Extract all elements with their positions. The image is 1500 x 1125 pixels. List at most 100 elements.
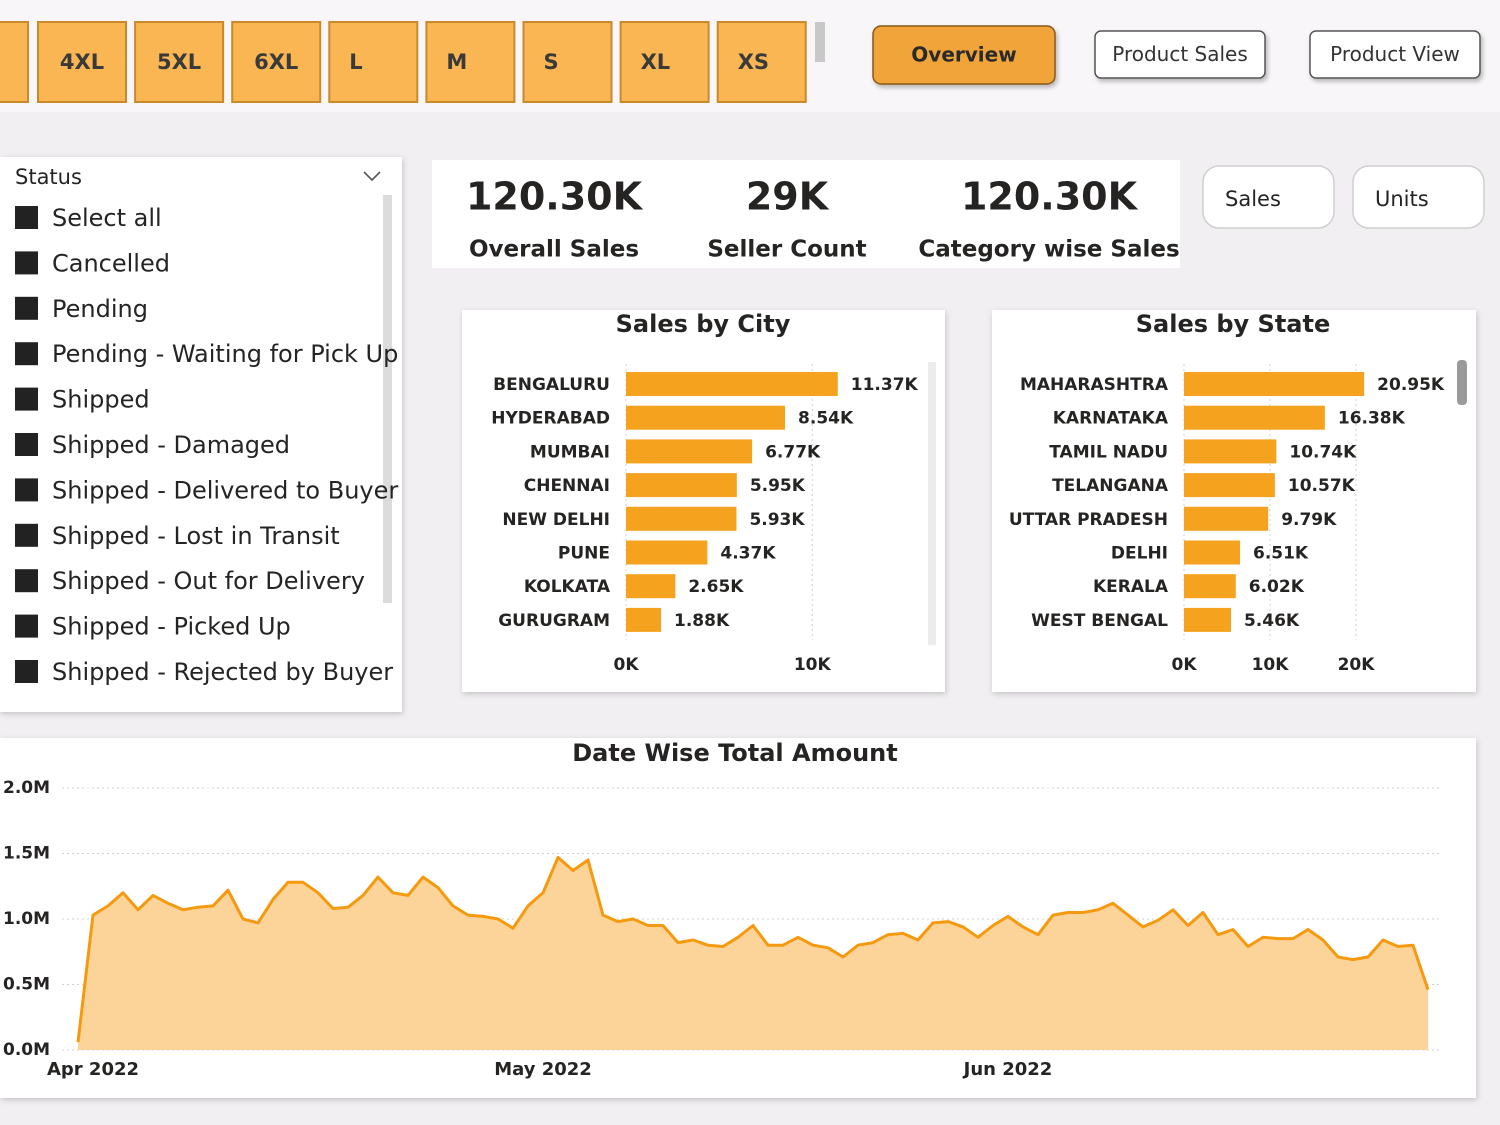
value-label: 10.74K	[1289, 442, 1357, 462]
x-tick-label: 20K	[1338, 655, 1376, 675]
checkbox[interactable]	[15, 478, 38, 502]
value-label: 6.51K	[1253, 544, 1309, 564]
category-label: KARNATAKA	[1053, 409, 1169, 429]
category-label: KOLKATA	[524, 577, 611, 597]
slicer-item[interactable]: Select all	[52, 204, 162, 232]
bar	[626, 473, 737, 498]
chart-panel	[992, 310, 1476, 692]
checkbox[interactable]	[15, 296, 38, 320]
category-label: HYDERABAD	[491, 409, 610, 429]
value-label: 9.79K	[1281, 510, 1337, 530]
scrollbar	[928, 362, 936, 645]
size-button-label: S	[544, 50, 559, 74]
category-label: CHENNAI	[524, 476, 610, 496]
toggle-button[interactable]	[1202, 165, 1335, 229]
checkbox[interactable]	[15, 523, 38, 547]
value-label: 16.38K	[1338, 409, 1406, 429]
nav-button[interactable]	[1094, 30, 1266, 79]
nav-button-label: Product Sales	[1112, 42, 1248, 66]
slicer-panel	[0, 157, 402, 712]
checkbox[interactable]	[15, 387, 38, 411]
size-button[interactable]	[522, 21, 613, 103]
x-tick-label: May 2022	[494, 1059, 592, 1080]
bar	[626, 574, 676, 599]
bar	[1184, 473, 1275, 498]
scrollbar	[1457, 360, 1467, 405]
size-button-label: M	[446, 50, 467, 74]
slicer-item[interactable]: Shipped - Damaged	[52, 431, 290, 459]
kpi-label: Category wise Sales	[918, 237, 1179, 263]
value-label: 5.93K	[749, 510, 805, 530]
checkbox[interactable]	[15, 433, 38, 456]
size-button-label: XL	[641, 50, 671, 74]
bar	[1184, 506, 1269, 531]
y-tick-label: 1.5M	[3, 844, 50, 864]
size-button[interactable]	[231, 21, 322, 103]
checkbox[interactable]	[15, 251, 38, 275]
checkbox[interactable]	[15, 660, 38, 683]
slicer-item[interactable]: Cancelled	[52, 249, 170, 277]
chart-title: Sales by State	[1136, 310, 1331, 338]
toggle-label[interactable]: Sales	[1225, 187, 1281, 211]
category-label: MUMBAI	[530, 442, 610, 462]
slicer-item[interactable]: Pending	[52, 295, 148, 323]
category-label: TELANGANA	[1052, 476, 1169, 496]
value-label: 8.54K	[798, 409, 854, 429]
nav-button[interactable]	[1309, 30, 1481, 79]
value-label: 6.02K	[1249, 577, 1305, 597]
slicer-item[interactable]: Shipped - Delivered to Buyer	[52, 476, 398, 504]
category-label: PUNE	[558, 544, 610, 564]
checkbox[interactable]	[15, 614, 38, 638]
chart-panel	[462, 310, 945, 692]
area-fill	[78, 857, 1428, 1050]
nav-button-label: Product View	[1330, 42, 1460, 66]
category-label: DELHI	[1111, 544, 1168, 564]
x-tick-label: Jun 2022	[962, 1059, 1053, 1080]
checkbox[interactable]	[15, 569, 38, 593]
value-label: 6.77K	[765, 442, 821, 462]
slicer-item[interactable]: Shipped - Rejected by Buyer	[52, 658, 393, 686]
category-label: NEW DELHI	[502, 510, 610, 530]
category-label: BENGALURU	[493, 375, 610, 395]
value-label: 5.95K	[750, 476, 806, 496]
chart-title: Sales by City	[616, 310, 791, 338]
kpi-label: Seller Count	[707, 237, 866, 263]
slicer-item[interactable]: Shipped - Out for Delivery	[52, 567, 365, 595]
bar	[626, 540, 708, 565]
size-button-label: XS	[738, 50, 769, 74]
checkbox[interactable]	[15, 342, 38, 366]
slicer-item[interactable]: Shipped - Lost in Transit	[52, 522, 340, 550]
toggle-button[interactable]	[1352, 165, 1485, 229]
slicer-item[interactable]: Shipped	[52, 386, 150, 414]
size-button-label: L	[349, 50, 362, 74]
size-button-partial[interactable]	[0, 21, 29, 103]
value-label: 20.95K	[1377, 375, 1445, 395]
bar	[626, 439, 753, 464]
slicer-title: Status	[15, 165, 82, 189]
size-button[interactable]	[134, 21, 225, 103]
nav-button[interactable]	[872, 25, 1056, 85]
slicer-item[interactable]: Shipped - Picked Up	[52, 613, 291, 641]
slicer-item[interactable]: Pending - Waiting for Pick Up	[52, 340, 398, 368]
y-tick-label: 2.0M	[3, 778, 50, 798]
size-button[interactable]	[328, 21, 419, 103]
scrollbar	[383, 195, 392, 603]
category-label: MAHARASHTRA	[1020, 375, 1169, 395]
value-label: 1.88K	[674, 611, 730, 631]
size-button[interactable]	[619, 21, 710, 103]
size-button[interactable]	[425, 21, 516, 103]
kpi-value: 29K	[746, 175, 830, 219]
size-button-label: 4XL	[60, 50, 104, 74]
checkbox[interactable]	[15, 206, 38, 229]
bar	[1184, 372, 1365, 396]
value-label: 2.65K	[688, 577, 744, 597]
category-label: KERALA	[1093, 577, 1169, 597]
dropdown-icon[interactable]	[363, 171, 381, 182]
y-tick-label: 0.5M	[3, 975, 50, 995]
kpi-panel	[432, 160, 1180, 268]
category-label: UTTAR PRADESH	[1009, 510, 1168, 530]
toggle-label[interactable]: Units	[1375, 187, 1429, 211]
size-button[interactable]	[716, 21, 807, 103]
size-button[interactable]	[37, 21, 127, 103]
y-tick-label: 0.0M	[3, 1040, 50, 1060]
